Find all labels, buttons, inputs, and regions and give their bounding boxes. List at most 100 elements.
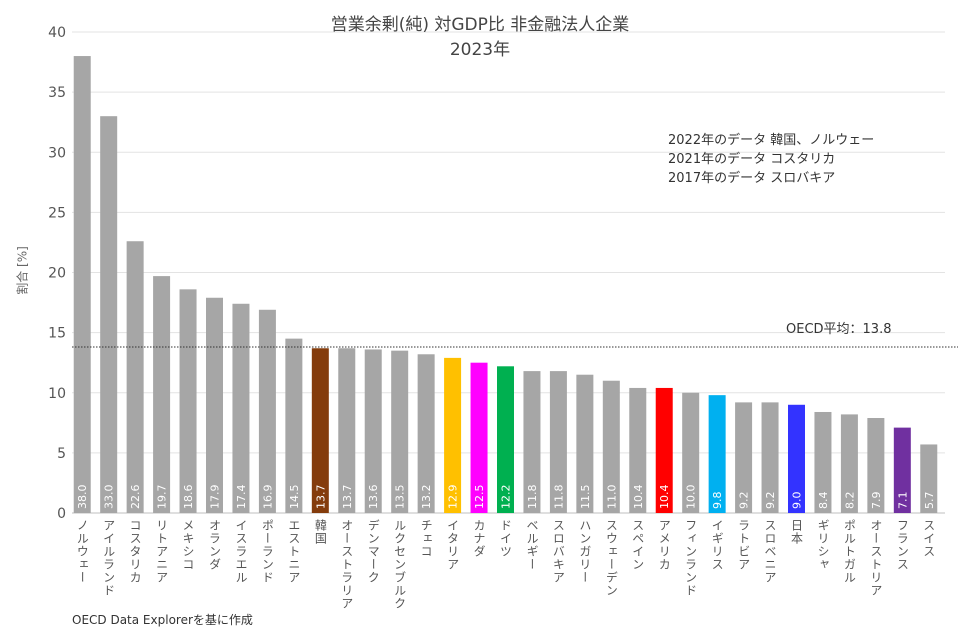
x-tick-label: ベルギー — [524, 519, 539, 571]
data-label: 11.8 — [552, 485, 565, 510]
data-label: 9.8 — [711, 492, 724, 510]
x-tick-label: オランダ — [207, 519, 222, 571]
x-tick-label: アメリカ — [657, 519, 672, 571]
data-label: 10.4 — [632, 485, 645, 510]
annotation-note: 2022年のデータ 韓国、ノルウェー — [668, 133, 875, 148]
bar — [444, 357, 462, 513]
x-tick-label: ルクセンブルク — [392, 519, 407, 610]
y-axis-label: 割合 [%] — [15, 246, 30, 295]
bar — [761, 402, 779, 513]
y-tick-label: 25 — [48, 205, 66, 221]
bar — [206, 297, 223, 513]
bar — [417, 354, 435, 513]
bar — [258, 309, 276, 513]
y-tick-label: 40 — [48, 25, 66, 41]
bar — [311, 348, 329, 513]
x-tick-label: ポーランド — [260, 519, 275, 584]
x-tick-label: メキシコ — [181, 519, 196, 571]
bar — [576, 374, 594, 513]
data-label: 13.2 — [420, 485, 433, 510]
x-tick-label: オーストラリア — [339, 519, 354, 610]
x-tick-label: ハンガリー — [577, 519, 592, 584]
x-tick-label: カナダ — [472, 519, 487, 558]
data-label: 13.5 — [394, 485, 407, 510]
x-tick-label: イギリス — [710, 519, 725, 571]
data-label: 12.2 — [500, 485, 513, 510]
data-label: 19.7 — [156, 485, 169, 510]
data-label: 18.6 — [182, 485, 195, 510]
data-label: 9.0 — [791, 492, 804, 510]
x-tick-label: ギリシャ — [815, 519, 830, 571]
source-note: OECD Data Explorerを基に作成 — [72, 613, 253, 627]
x-tick-label: エストニア — [286, 519, 301, 584]
data-label: 9.2 — [738, 492, 751, 510]
average-line-label: OECD平均：13.8 — [786, 322, 892, 337]
bar — [682, 392, 700, 513]
annotation-note: 2021年のデータ コスタリカ — [668, 152, 836, 167]
x-tick-label: ラトビア — [736, 519, 751, 571]
chart-title: 営業余剰(純) 対GDP比 非金融法人企業 — [330, 15, 630, 35]
bar — [549, 371, 567, 513]
x-tick-label: コスタリカ — [128, 519, 143, 584]
bar — [867, 418, 885, 513]
x-tick-label: 日本 — [789, 519, 804, 545]
y-tick-label: 30 — [48, 145, 66, 161]
bar — [735, 402, 753, 513]
bar — [100, 116, 118, 514]
bar — [788, 404, 805, 513]
x-tick-label: フランス — [895, 519, 910, 571]
x-tick-label: イタリア — [445, 519, 460, 571]
data-label: 13.7 — [341, 485, 354, 510]
y-tick-label: 10 — [48, 386, 66, 402]
chart-subtitle: 2023年 — [449, 40, 511, 60]
data-label: 11.5 — [579, 485, 592, 510]
bar — [364, 349, 382, 513]
data-label: 5.7 — [923, 492, 936, 510]
bar — [338, 348, 356, 513]
x-tick-label: ドイツ — [498, 519, 513, 558]
data-label: 13.7 — [314, 485, 327, 510]
x-tick-label: スイス — [921, 519, 936, 558]
bar — [814, 411, 832, 513]
data-label: 16.9 — [261, 485, 274, 510]
x-tick-label: ポルトガル — [842, 519, 857, 584]
data-label: 10.0 — [685, 485, 698, 510]
x-tick-label: 韓国 — [313, 519, 328, 545]
data-label: 12.9 — [447, 485, 460, 510]
x-tick-label: ノルウェー — [75, 519, 90, 584]
x-tick-label: スロベニア — [763, 519, 778, 584]
data-label: 17.9 — [209, 485, 222, 510]
bar — [523, 371, 541, 513]
bar — [391, 350, 409, 513]
bar — [893, 427, 911, 513]
x-tick-label: イスラエル — [233, 519, 248, 584]
y-tick-label: 20 — [48, 266, 66, 282]
bar — [655, 387, 673, 513]
x-tick-label: オーストリア — [868, 519, 883, 597]
data-label: 7.9 — [870, 492, 883, 510]
bar — [153, 276, 171, 513]
data-label: 22.6 — [129, 485, 142, 510]
bar — [285, 338, 303, 513]
data-label: 12.5 — [473, 485, 486, 510]
data-label: 11.0 — [605, 485, 618, 510]
y-tick-label: 5 — [57, 446, 66, 462]
y-tick-label: 35 — [48, 85, 66, 101]
data-label: 8.4 — [817, 492, 830, 510]
data-label: 11.8 — [526, 485, 539, 510]
x-tick-label: スペイン — [630, 519, 645, 571]
bar — [73, 56, 91, 514]
data-label: 13.6 — [367, 485, 380, 510]
x-tick-label: リトアニア — [154, 519, 169, 584]
data-label: 33.0 — [103, 485, 116, 510]
data-label: 14.5 — [288, 485, 301, 510]
y-tick-label: 15 — [48, 326, 66, 342]
bar — [232, 303, 250, 513]
x-tick-label: アイルランド — [101, 519, 116, 597]
x-tick-label: チェコ — [419, 519, 434, 558]
data-label: 10.4 — [658, 485, 671, 510]
annotation-note: 2017年のデータ スロバキア — [668, 171, 836, 186]
x-tick-label: デンマーク — [366, 519, 381, 584]
data-label: 8.2 — [843, 492, 856, 510]
